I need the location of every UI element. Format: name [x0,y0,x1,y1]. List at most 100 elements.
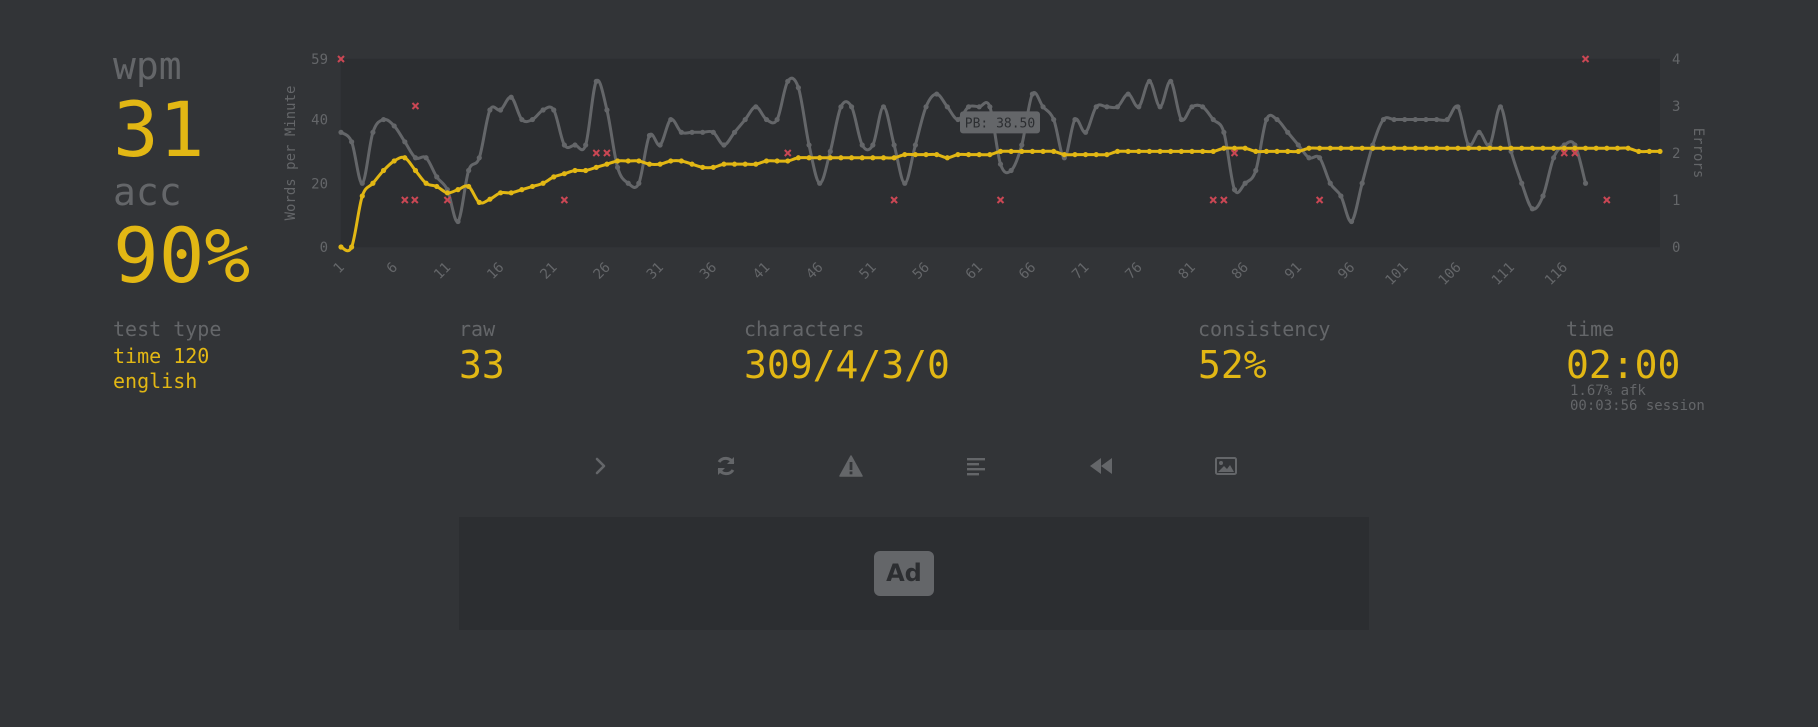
x-tick-label: 86 [1229,260,1252,283]
error-marker [1315,196,1324,204]
wpm-point [1348,145,1355,151]
wpm-point [1253,148,1259,155]
wpm-point [912,151,919,158]
test-type-value: time 120 [113,344,210,368]
x-tick-label: 96 [1335,260,1358,283]
next-test-button[interactable] [572,446,628,486]
y2-tick-label: 4 [1672,52,1680,68]
wpm-point [827,155,833,161]
warning-icon [839,455,863,477]
raw-point [1540,193,1546,199]
x-tick-label: 71 [1069,260,1092,283]
save-screenshot-button[interactable] [1198,446,1254,486]
wpm-point [689,161,695,167]
raw-point [1295,142,1301,148]
y2-axis-label: Errors [1690,128,1706,179]
raw-point [1178,116,1184,123]
y-tick-label: 59 [311,52,328,68]
wpm-point [934,151,940,158]
error-marker-stroke [560,196,569,204]
wpm-point [444,190,450,196]
wpm-point [1231,145,1238,151]
raw-value: 33 [459,343,505,387]
x-tick-label: 36 [697,260,720,283]
wpm-point [1285,148,1291,155]
raw-point [838,104,844,110]
refresh-icon [717,456,735,476]
raw-point [1093,104,1099,110]
wpm-point [1338,145,1344,151]
accuracy-value: 90% [113,211,251,300]
wpm-point [1519,145,1525,151]
practice-words-button[interactable] [823,446,879,486]
wpm-point [976,151,982,158]
raw-point [1146,78,1153,84]
words-history-button[interactable] [948,446,1004,486]
restart-test-button[interactable] [698,446,754,486]
raw-point [1285,129,1291,135]
wpm-point [380,167,387,174]
x-tick-label: 116 [1542,260,1571,289]
wpm-point [593,164,599,170]
x-tick-label: 76 [1122,260,1145,283]
raw-point [700,129,706,135]
wpm-point [1061,151,1067,158]
wpm-point [795,155,801,161]
wpm-point [625,158,631,164]
wpm-point [987,151,993,158]
x-tick-label: 61 [963,260,986,283]
raw-point [1582,180,1589,186]
raw-point [710,129,716,135]
x-tick-label: 41 [750,260,773,283]
wpm-point [1306,145,1312,151]
raw-point [1434,116,1440,123]
raw-point [902,180,908,186]
raw-point [338,129,344,135]
raw-point [614,164,621,170]
raw-point [668,116,674,123]
wpm-point [721,161,727,167]
wpm-point [476,199,482,205]
raw-point [721,142,727,148]
wpm-point [614,158,621,164]
raw-point [572,142,578,148]
wpm-point [923,151,929,158]
raw-point [1317,155,1323,161]
error-marker [443,196,452,204]
error-marker [401,196,409,204]
raw-point [1253,167,1259,174]
x-tick-label: 31 [644,260,667,283]
raw-point [604,107,610,113]
wpm-point [668,158,674,164]
x-tick-label: 106 [1436,260,1465,289]
raw-point [391,123,397,129]
wpm-point [1444,145,1450,151]
chart-errors [337,55,1611,204]
wpm-point [1402,145,1408,151]
error-marker-stroke [1315,196,1324,204]
wpm-point [700,164,706,170]
wpm-point [508,190,514,196]
error-marker [1560,149,1568,157]
wpm-point [1497,145,1504,151]
raw-point [870,142,876,148]
raw-point [657,142,663,148]
wpm-point [359,193,365,199]
raw-point [466,167,472,174]
raw-point [1231,187,1238,193]
x-tick-label: 1 [331,260,348,277]
watch-replay-button[interactable] [1073,446,1129,486]
wpm-point [412,167,419,174]
wpm-point [1359,145,1365,151]
x-tick-label: 101 [1382,260,1411,289]
raw-point [859,142,865,148]
raw-point [848,104,855,110]
raw-point [987,104,993,110]
raw-point [402,139,408,145]
raw-point [742,116,748,123]
backward-icon [1090,458,1112,474]
raw-point [519,116,525,123]
x-tick-label: 21 [537,260,560,283]
raw-point [1274,116,1280,123]
